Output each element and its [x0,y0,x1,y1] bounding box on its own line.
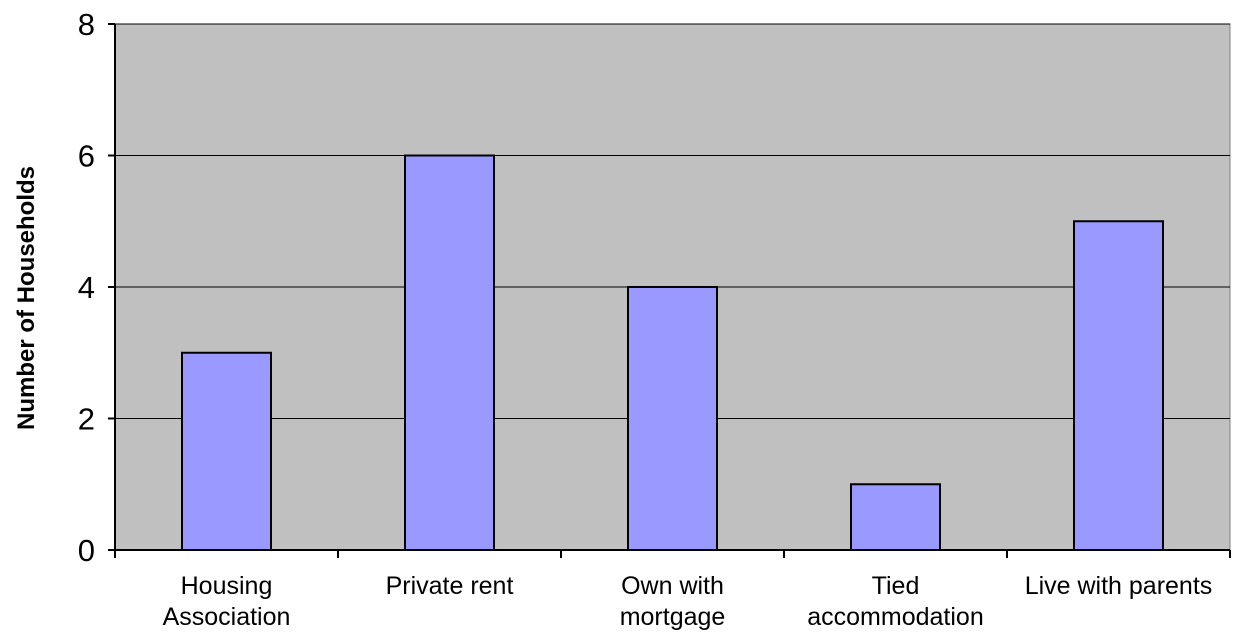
x-category-label-line: Live with parents [1025,572,1213,600]
y-tick-label: 6 [78,139,95,174]
x-category-label-line: Tied [872,572,920,600]
x-category-label: Private rent [386,572,514,600]
bar [1073,220,1164,551]
y-axis-title: Number of Households [13,166,40,430]
x-category-label: Live with parents [1025,572,1213,600]
x-category-label-line: Association [163,603,291,631]
x-ticks: Housing Association Private rent Own with mo… [114,550,1231,631]
x-category-label: Housing Association [163,572,291,631]
x-category-label: Own with mortgage [620,572,726,631]
y-tick-label: 0 [78,533,95,568]
y-tick-label: 2 [78,402,95,437]
x-category-label-line: Own with [621,572,724,600]
bar [850,483,941,551]
y-tick-label: 4 [78,270,95,305]
bar [181,351,272,551]
x-category-label-line: Private rent [386,572,514,600]
x-category-label-line: mortgage [620,603,726,631]
x-category-label-line: Housing [181,572,273,600]
y-ticks: 0 2 4 6 8 [78,7,115,568]
bar [404,154,495,551]
x-category-label: Tied accommodation [807,572,983,631]
y-tick-label: 8 [78,7,95,42]
x-category-label-line: accommodation [807,603,983,631]
bar [627,286,718,551]
